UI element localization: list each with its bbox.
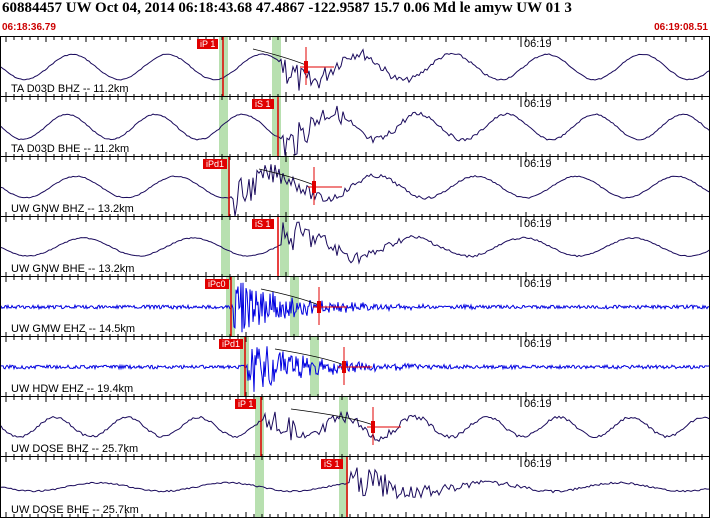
coda-curve [260, 288, 320, 306]
pick-label[interactable]: iP 1 [197, 39, 219, 49]
waveform-plot [1, 457, 709, 517]
phase-window [219, 97, 228, 156]
waveform-trace [1, 282, 709, 333]
waveform-trace [1, 105, 709, 156]
end-time-label: 06:19:08.51 [654, 22, 708, 33]
channel-label: UW GMW EHZ -- 14.5km [11, 323, 136, 335]
event-header: 60884457 UW Oct 04, 2014 06:18:43.68 47.… [2, 0, 572, 16]
phase-window [280, 217, 289, 276]
waveform-plot [1, 37, 709, 96]
waveform-trace [1, 410, 709, 442]
channel-label: UW DOSE BHZ -- 25.7km [11, 443, 139, 455]
pick-label[interactable]: iS 1 [252, 99, 274, 109]
phase-window [255, 397, 264, 456]
phase-window [221, 217, 230, 276]
waveform-plot [1, 97, 709, 156]
pick-label[interactable]: iS 1 [252, 219, 274, 229]
channel-label: TA D03D BHE -- 11.2km [11, 143, 130, 155]
seismogram-panel[interactable]: iP 1 06:19 TA D03D BHZ -- 11.2km [0, 36, 710, 97]
phase-window [255, 457, 264, 517]
amplitude-box [312, 181, 316, 193]
minute-label: 06:19 [524, 398, 552, 410]
seismogram-panel[interactable]: iS 1 06:19 UW DOSE BHE -- 25.7km [0, 456, 710, 518]
channel-label: UW GNW BHZ -- 13.2km [11, 203, 134, 215]
amplitude-box [317, 301, 321, 313]
coda-curve [274, 348, 345, 366]
minute-label: 06:19 [524, 158, 552, 170]
waveform-plot [1, 277, 709, 336]
phase-window [280, 157, 289, 216]
phase-window [221, 157, 230, 216]
minute-label: 06:19 [524, 218, 552, 230]
seismogram-panel[interactable]: iS 1 06:19 UW GNW BHE -- 13.2km [0, 216, 710, 277]
waveform-trace [1, 346, 709, 392]
phase-window [290, 277, 299, 336]
start-time-label: 06:18:36.79 [2, 22, 56, 33]
seismogram-panel[interactable]: iPd1 06:19 UW HDW EHZ -- 19.4km [0, 336, 710, 397]
waveform-plot [1, 217, 709, 276]
waveform-trace [1, 48, 709, 91]
seismogram-panel[interactable]: iP 1 06:19 UW DOSE BHZ -- 25.7km [0, 396, 710, 457]
seismogram-panel[interactable]: iPc0 06:19 UW GMW EHZ -- 14.5km [0, 276, 710, 337]
channel-label: UW HDW EHZ -- 19.4km [11, 383, 134, 395]
phase-window [339, 457, 348, 517]
seismogram-panel[interactable]: iS 1 06:19 TA D03D BHE -- 11.2km [0, 96, 710, 157]
pick-label[interactable]: iPd1 [203, 159, 228, 169]
channel-label: TA D03D BHZ -- 11.2km [11, 83, 129, 95]
phase-window [339, 397, 348, 456]
minute-label: 06:19 [524, 98, 552, 110]
waveform-plot [1, 337, 709, 396]
pick-label[interactable]: iPc0 [205, 279, 229, 289]
pick-label[interactable]: iPd1 [219, 339, 244, 349]
seismogram-panels: iP 1 06:19 TA D03D BHZ -- 11.2km iS 1 06:19 T… [0, 36, 710, 518]
phase-window [272, 37, 281, 96]
amplitude-box [342, 361, 346, 373]
coda-curve [258, 168, 315, 186]
minute-label: 06:19 [524, 38, 552, 50]
pick-label[interactable]: iP 1 [235, 399, 257, 409]
channel-label: UW GNW BHE -- 13.2km [11, 263, 135, 275]
minute-label: 06:19 [524, 338, 552, 350]
waveform-trace [1, 164, 709, 216]
coda-curve [252, 48, 307, 66]
coda-curve [290, 408, 374, 426]
minute-label: 06:19 [524, 458, 552, 470]
waveform-plot [1, 157, 709, 216]
amplitude-box [371, 421, 375, 433]
seismogram-panel[interactable]: iPd1 06:19 UW GNW BHZ -- 13.2km [0, 156, 710, 217]
amplitude-box [304, 61, 308, 73]
phase-window [310, 337, 319, 396]
waveform-plot [1, 397, 709, 456]
waveform-trace [1, 221, 709, 265]
channel-label: UW DOSE BHE -- 25.7km [11, 504, 139, 516]
pick-label[interactable]: iS 1 [321, 459, 343, 469]
waveform-trace [1, 467, 709, 500]
phase-window [272, 97, 281, 156]
minute-label: 06:19 [524, 278, 552, 290]
